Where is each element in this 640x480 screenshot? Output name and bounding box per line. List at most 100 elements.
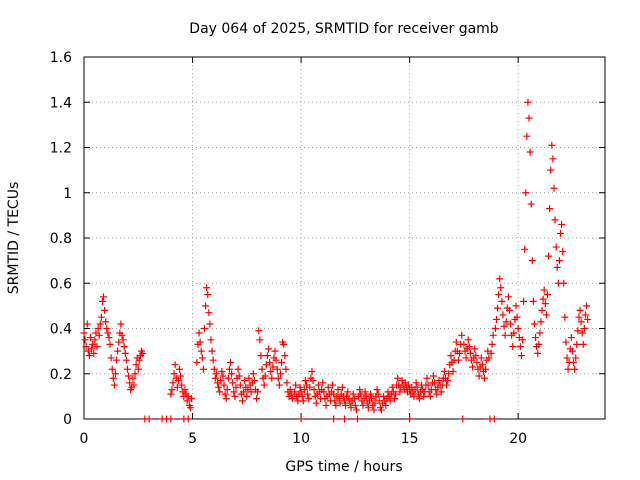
data-point: [547, 166, 555, 174]
data-point: [280, 340, 288, 348]
data-point: [107, 354, 115, 362]
data-point: [278, 358, 286, 366]
data-point: [283, 379, 291, 387]
data-point: [291, 388, 299, 396]
data-point: [444, 377, 452, 385]
data-point: [202, 302, 210, 310]
data-point: [210, 365, 218, 373]
data-point: [423, 374, 431, 382]
data-point: [272, 356, 280, 364]
data-point: [550, 184, 558, 192]
data-point: [200, 325, 208, 332]
data-point: [132, 361, 140, 369]
x-tick-label: 0: [80, 431, 89, 447]
data-point: [430, 372, 438, 380]
data-point: [105, 334, 113, 342]
data-point: [473, 358, 481, 366]
data-point: [583, 302, 591, 310]
data-point: [261, 372, 269, 380]
y-tick-label: 1.4: [50, 95, 72, 111]
data-point: [386, 397, 394, 405]
data-point: [543, 291, 551, 299]
data-point: [310, 386, 318, 394]
data-point: [102, 318, 110, 326]
data-point: [139, 349, 147, 357]
data-point: [481, 374, 489, 382]
data-point: [309, 377, 317, 385]
data-point: [91, 336, 99, 344]
data-point: [478, 361, 486, 369]
data-point: [131, 370, 139, 378]
x-tick-label: 20: [509, 431, 527, 447]
data-point: [186, 404, 194, 412]
data-point: [559, 248, 567, 256]
data-point: [167, 415, 175, 423]
data-point: [500, 322, 508, 330]
data-point: [487, 349, 495, 357]
data-point: [334, 386, 342, 394]
data-point: [198, 354, 206, 362]
data-point: [227, 358, 235, 366]
data-point: [538, 306, 546, 314]
data-point: [581, 311, 589, 319]
data-point: [254, 388, 262, 396]
data-point: [222, 395, 230, 403]
data-point: [489, 331, 497, 339]
data-point: [93, 343, 101, 351]
data-point: [396, 388, 404, 396]
data-point: [548, 141, 556, 149]
data-point: [545, 252, 553, 260]
data-point: [101, 306, 109, 314]
data-point: [452, 338, 460, 346]
grid: [84, 57, 605, 419]
data-point: [118, 331, 126, 339]
data-point: [269, 363, 277, 371]
data-point: [567, 334, 575, 342]
data-point: [196, 338, 204, 346]
data-point: [549, 155, 557, 163]
data-point: [347, 404, 355, 412]
data-point: [526, 148, 534, 156]
data-point: [501, 331, 509, 339]
data-point: [230, 388, 238, 396]
data-point: [304, 390, 312, 398]
data-point: [106, 340, 114, 348]
data-point: [359, 401, 367, 409]
data-point: [322, 401, 330, 409]
data-point: [134, 365, 142, 373]
data-point: [281, 352, 289, 360]
data-point: [498, 297, 506, 305]
data-point: [225, 365, 233, 373]
data-point: [537, 318, 545, 326]
x-tick-label: 5: [188, 431, 197, 447]
data-point: [510, 329, 518, 337]
data-point: [469, 363, 477, 371]
data-point: [94, 325, 102, 332]
data-point: [520, 297, 528, 305]
data-point: [502, 318, 510, 326]
data-point: [240, 388, 248, 396]
data-point: [217, 377, 225, 385]
data-point: [135, 356, 143, 364]
data-point: [308, 367, 316, 375]
data-point: [350, 395, 358, 403]
data-point: [338, 383, 346, 391]
data-point: [178, 381, 186, 389]
data-point: [119, 336, 127, 344]
data-point: [83, 320, 91, 328]
data-point: [371, 399, 379, 407]
data-point: [197, 347, 205, 355]
data-point: [253, 395, 261, 403]
data-point: [488, 340, 496, 348]
data-point: [100, 293, 108, 301]
data-point: [129, 374, 137, 382]
data-point: [551, 216, 559, 224]
data-point: [221, 390, 229, 398]
data-point: [95, 331, 103, 339]
data-point: [203, 284, 211, 292]
data-point: [373, 386, 381, 394]
data-point: [377, 406, 385, 414]
data-point: [527, 200, 535, 208]
x-tick-label: 10: [292, 431, 310, 447]
